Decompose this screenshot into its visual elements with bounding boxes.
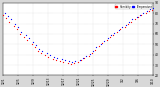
- Point: [46, 52, 48, 53]
- Point: [137, 17, 139, 18]
- Point: [32, 42, 35, 43]
- Point: [10, 19, 12, 20]
- Point: [2, 15, 5, 16]
- Point: [31, 44, 33, 45]
- Point: [5, 18, 8, 19]
- Point: [126, 23, 129, 24]
- Point: [131, 19, 133, 20]
- Point: [77, 61, 80, 63]
- Point: [117, 29, 120, 31]
- Point: [129, 21, 132, 22]
- Point: [101, 43, 104, 44]
- Point: [55, 59, 57, 61]
- Point: [113, 32, 116, 34]
- Point: [28, 37, 30, 39]
- Point: [38, 48, 41, 49]
- Point: [84, 55, 87, 56]
- Point: [13, 25, 15, 26]
- Point: [44, 54, 47, 55]
- Point: [116, 31, 118, 33]
- Point: [99, 44, 102, 45]
- Point: [7, 16, 9, 17]
- Point: [20, 31, 23, 33]
- Point: [105, 39, 108, 41]
- Point: [66, 62, 69, 64]
- Point: [60, 58, 63, 60]
- Point: [83, 57, 85, 59]
- Point: [141, 13, 144, 14]
- Point: [53, 56, 56, 58]
- Point: [40, 52, 42, 53]
- Point: [120, 26, 123, 27]
- Point: [8, 21, 11, 22]
- Point: [89, 53, 92, 54]
- Point: [23, 36, 26, 38]
- Point: [80, 59, 83, 61]
- Point: [92, 50, 95, 51]
- Point: [123, 26, 126, 27]
- Point: [95, 47, 97, 48]
- Point: [140, 15, 142, 16]
- Point: [93, 49, 96, 50]
- Point: [41, 50, 44, 51]
- Point: [81, 57, 84, 59]
- Point: [110, 34, 112, 36]
- Point: [62, 61, 64, 63]
- Point: [48, 54, 51, 55]
- Point: [69, 63, 72, 65]
- Point: [102, 41, 105, 42]
- Point: [138, 15, 141, 16]
- Point: [146, 11, 148, 12]
- Point: [25, 34, 27, 36]
- Point: [68, 60, 71, 62]
- Point: [90, 52, 93, 53]
- Point: [111, 34, 114, 36]
- Point: [150, 9, 153, 11]
- Point: [14, 23, 17, 24]
- Point: [125, 24, 127, 25]
- Point: [128, 21, 130, 22]
- Point: [34, 47, 36, 48]
- Point: [64, 59, 66, 61]
- Point: [98, 46, 100, 47]
- Point: [147, 11, 150, 12]
- Point: [107, 37, 109, 39]
- Point: [17, 26, 20, 27]
- Point: [35, 45, 38, 46]
- Point: [36, 50, 39, 51]
- Point: [119, 28, 121, 29]
- Point: [134, 19, 136, 20]
- Point: [19, 33, 21, 35]
- Point: [16, 28, 18, 29]
- Point: [4, 13, 6, 14]
- Point: [144, 13, 147, 14]
- Point: [108, 36, 111, 38]
- Point: [135, 17, 138, 18]
- Point: [26, 39, 29, 41]
- Point: [87, 55, 90, 56]
- Point: [78, 59, 81, 61]
- Point: [72, 62, 75, 64]
- Point: [152, 7, 154, 9]
- Point: [56, 57, 59, 59]
- Point: [74, 60, 76, 62]
- Point: [59, 60, 62, 62]
- Point: [71, 61, 74, 63]
- Legend: Humidity, Temperature: Humidity, Temperature: [115, 4, 152, 9]
- Point: [149, 8, 151, 10]
- Point: [52, 58, 54, 60]
- Point: [47, 56, 50, 58]
